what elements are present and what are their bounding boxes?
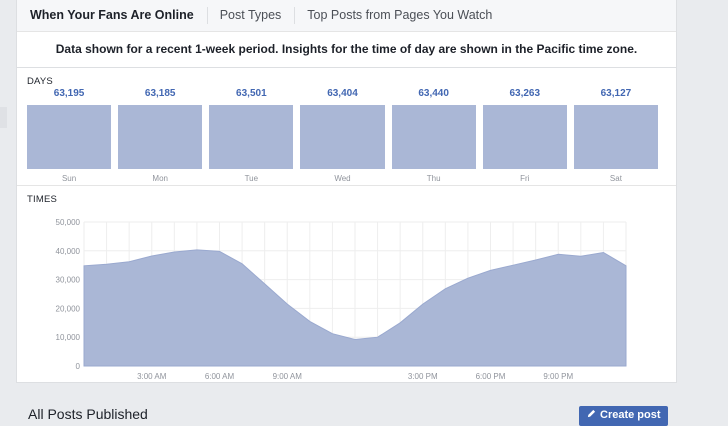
day-name-label: Sat xyxy=(609,174,622,183)
y-tick-label: 10,000 xyxy=(56,333,81,342)
day-value-label: 63,185 xyxy=(144,88,176,99)
day-value-label: 63,195 xyxy=(53,88,85,99)
day-name-label: Fri xyxy=(520,174,530,183)
x-tick-label: 6:00 AM xyxy=(205,372,235,381)
y-tick-label: 20,000 xyxy=(56,304,81,313)
day-bar[interactable] xyxy=(482,105,567,169)
create-post-button[interactable]: Create post xyxy=(579,406,668,426)
day-column: 63,195 Sun xyxy=(27,88,112,184)
all-posts-published-heading: All Posts Published xyxy=(28,406,148,422)
day-value-label: 63,127 xyxy=(600,88,632,99)
day-bar[interactable] xyxy=(27,105,112,169)
y-tick-label: 0 xyxy=(76,362,81,371)
create-post-label: Create post xyxy=(600,409,661,421)
day-name-label: Sun xyxy=(61,174,77,183)
day-column: 63,127 Sat xyxy=(573,88,658,184)
section-divider xyxy=(17,185,676,186)
day-value-label: 63,440 xyxy=(418,88,449,99)
day-column: 63,501 Tue xyxy=(209,88,294,184)
day-bar[interactable] xyxy=(573,105,658,169)
tab-top-posts-pages-watch[interactable]: Top Posts from Pages You Watch xyxy=(294,0,505,31)
tab-when-fans-online[interactable]: When Your Fans Are Online xyxy=(30,8,194,22)
page-edge-marker xyxy=(0,107,7,128)
x-tick-label: 3:00 PM xyxy=(408,372,438,381)
insights-panel: When Your Fans Are Online Post Types Top… xyxy=(16,0,677,383)
period-notice: Data shown for a recent 1-week period. I… xyxy=(17,32,676,68)
day-name-label: Mon xyxy=(152,174,168,183)
day-column: 63,263 Fri xyxy=(482,88,567,184)
x-tick-label: 6:00 PM xyxy=(476,372,506,381)
day-name-label: Tue xyxy=(244,174,259,183)
day-value-label: 63,263 xyxy=(509,88,541,99)
tab-bar: When Your Fans Are Online Post Types Top… xyxy=(17,0,676,32)
days-chart: 63,195 Sun 63,185 Mon 63,501 Tue 63,404 Wed 63,4… xyxy=(27,88,658,184)
pencil-icon xyxy=(587,409,596,418)
day-name-label: Wed xyxy=(334,174,351,183)
times-area-chart: 0 10,000 20,000 30,000 40,000 50,000 3:00 AM 6:… xyxy=(56,218,627,381)
days-section-label: DAYS xyxy=(27,76,53,87)
day-column: 63,440 Thu xyxy=(391,88,476,184)
x-tick-label: 9:00 AM xyxy=(273,372,303,381)
area-series xyxy=(83,249,627,367)
day-column: 63,404 Wed xyxy=(300,88,385,184)
day-bar[interactable] xyxy=(209,105,294,169)
tab-post-types[interactable]: Post Types xyxy=(206,0,295,31)
day-name-label: Thu xyxy=(426,174,441,183)
day-bar[interactable] xyxy=(300,105,385,169)
times-section-label: TIMES xyxy=(27,194,58,205)
day-value-label: 63,501 xyxy=(236,88,267,99)
y-tick-label: 30,000 xyxy=(56,276,81,285)
day-bar[interactable] xyxy=(391,105,476,169)
y-tick-label: 50,000 xyxy=(56,218,81,227)
day-column: 63,185 Mon xyxy=(118,88,203,184)
day-value-label: 63,404 xyxy=(327,88,358,99)
y-tick-label: 40,000 xyxy=(56,247,81,256)
day-bar[interactable] xyxy=(118,105,203,169)
x-tick-label: 9:00 PM xyxy=(543,372,573,381)
x-tick-label: 3:00 AM xyxy=(137,372,167,381)
